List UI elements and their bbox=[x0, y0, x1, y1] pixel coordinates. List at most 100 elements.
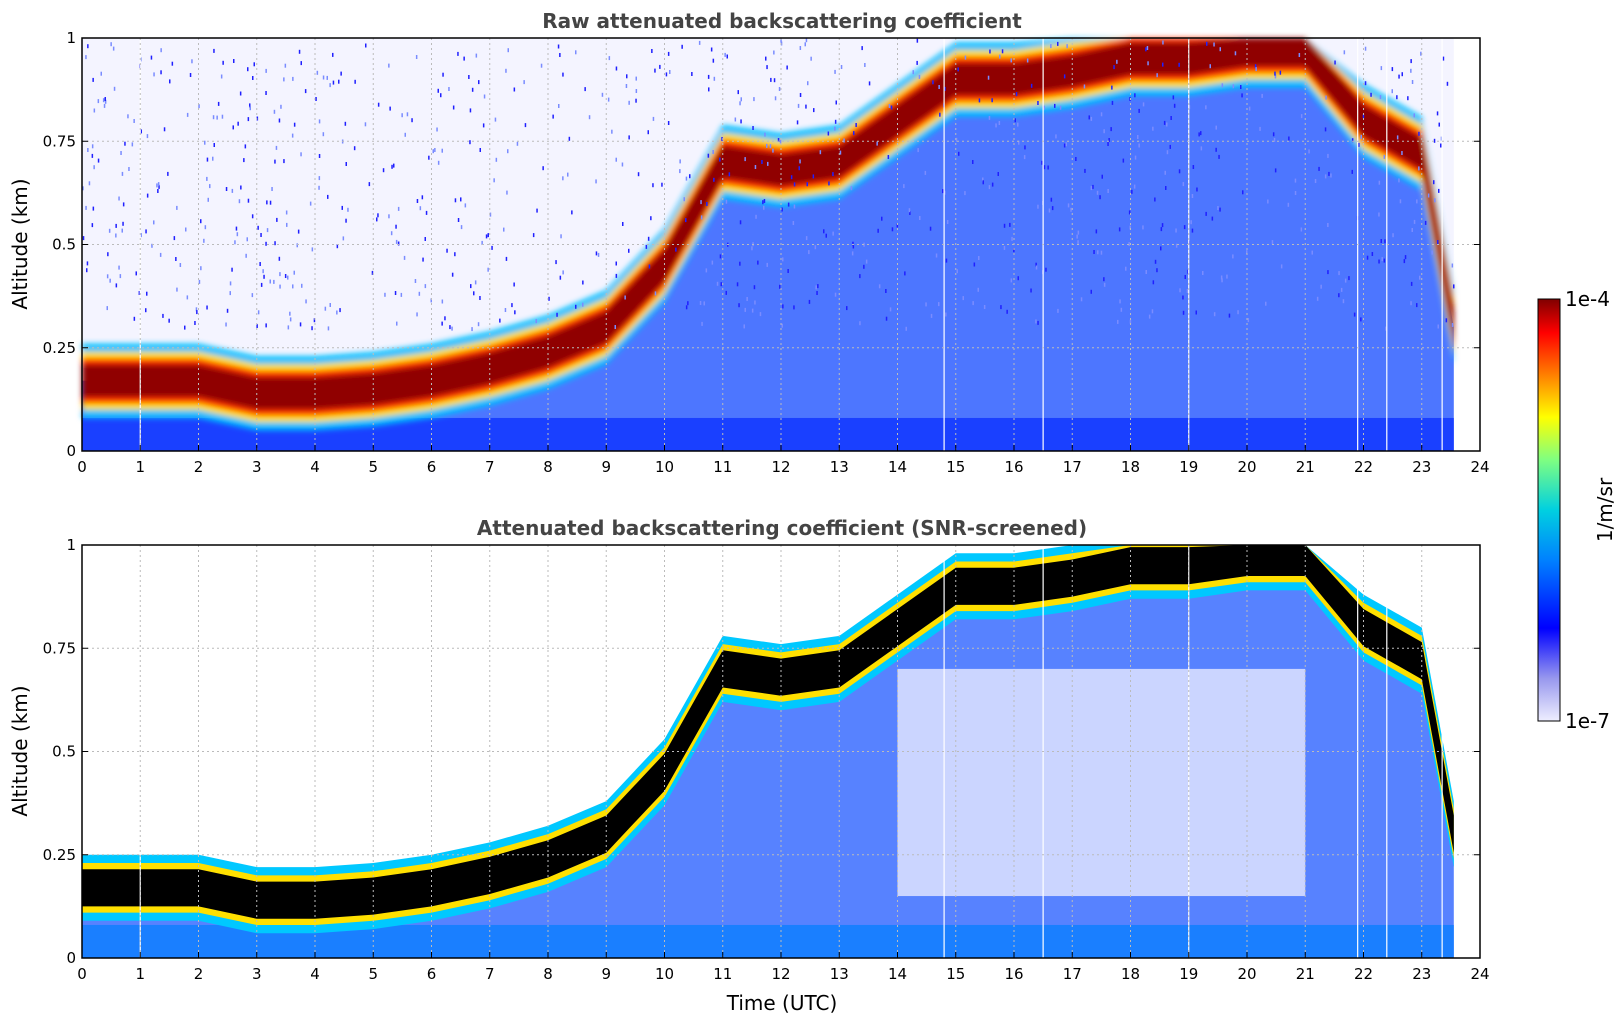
noise-speckle bbox=[1083, 84, 1086, 89]
noise-speckle bbox=[425, 210, 428, 215]
noise-speckle bbox=[1436, 111, 1439, 116]
noise-speckle bbox=[260, 233, 262, 237]
noise-speckle bbox=[194, 321, 196, 325]
noise-speckle bbox=[699, 301, 702, 305]
noise-speckle bbox=[744, 157, 746, 162]
noise-speckle bbox=[115, 283, 118, 288]
noise-speckle bbox=[799, 93, 802, 97]
noise-speckle bbox=[725, 199, 728, 204]
y-tick-label: 0 bbox=[66, 442, 76, 460]
noise-speckle bbox=[128, 167, 130, 171]
noise-speckle bbox=[753, 285, 756, 290]
noise-speckle bbox=[562, 270, 564, 275]
noise-speckle bbox=[1026, 58, 1029, 63]
noise-speckle bbox=[93, 165, 95, 170]
noise-speckle bbox=[1324, 174, 1327, 179]
noise-speckle bbox=[1173, 103, 1176, 108]
noise-speckle bbox=[441, 148, 443, 153]
noise-speckle bbox=[318, 176, 321, 181]
noise-speckle bbox=[1001, 49, 1004, 54]
noise-speckle bbox=[1218, 154, 1220, 159]
noise-speckle bbox=[708, 87, 710, 92]
noise-speckle bbox=[700, 200, 702, 205]
noise-speckle bbox=[212, 115, 215, 120]
snr-screened-heatmap bbox=[82, 545, 1454, 958]
noise-speckle bbox=[1314, 179, 1317, 183]
noise-speckle bbox=[249, 103, 251, 108]
noise-speckle bbox=[1090, 116, 1093, 121]
noise-speckle bbox=[739, 261, 741, 266]
noise-speckle bbox=[1381, 257, 1383, 262]
noise-speckle bbox=[652, 116, 655, 121]
noise-speckle bbox=[1327, 153, 1329, 158]
noise-speckle bbox=[240, 185, 242, 190]
noise-speckle bbox=[721, 137, 723, 141]
noise-speckle bbox=[1416, 199, 1418, 204]
noise-speckle bbox=[247, 198, 250, 203]
noise-speckle bbox=[513, 87, 516, 92]
noise-speckle bbox=[1175, 243, 1178, 248]
noise-speckle bbox=[1103, 282, 1106, 287]
noise-speckle bbox=[1035, 262, 1037, 267]
noise-speckle bbox=[635, 98, 637, 103]
noise-speckle bbox=[133, 119, 135, 123]
x-tick-label: 4 bbox=[310, 965, 320, 983]
noise-speckle bbox=[239, 91, 242, 96]
x-tick-label: 14 bbox=[888, 965, 907, 983]
noise-speckle bbox=[274, 159, 276, 164]
noise-speckle bbox=[1195, 310, 1197, 315]
noise-speckle bbox=[1059, 105, 1062, 110]
noise-speckle bbox=[1122, 158, 1125, 163]
noise-speckle bbox=[340, 71, 342, 76]
noise-speckle bbox=[195, 307, 198, 312]
noise-speckle bbox=[1410, 68, 1412, 73]
noise-speckle bbox=[1272, 132, 1275, 137]
noise-speckle bbox=[244, 144, 247, 149]
x-tick-label: 19 bbox=[1179, 458, 1198, 476]
noise-speckle bbox=[1440, 136, 1443, 141]
noise-speckle bbox=[851, 251, 854, 256]
x-axis-ticks: 0 1 2 3 4 5 6 7 8 9 10 11 12 13 14 15 16 17 18 19 20 21 22 23 24 bbox=[77, 445, 1490, 476]
noise-speckle bbox=[505, 256, 508, 261]
noise-speckle bbox=[122, 221, 124, 226]
noise-speckle bbox=[944, 190, 946, 195]
grid-lines bbox=[82, 545, 1480, 958]
noise-speckle bbox=[389, 106, 391, 111]
noise-speckle bbox=[1407, 96, 1409, 101]
noise-speckle bbox=[793, 182, 796, 187]
noise-speckle bbox=[1221, 278, 1223, 283]
noise-speckle bbox=[368, 182, 371, 187]
noise-speckle bbox=[1316, 296, 1319, 301]
noise-speckle bbox=[799, 46, 802, 50]
noise-speckle bbox=[1066, 44, 1068, 49]
noise-speckle bbox=[1137, 135, 1139, 139]
noise-speckle bbox=[457, 218, 460, 222]
noise-speckle bbox=[243, 158, 245, 163]
noise-speckle bbox=[1383, 154, 1386, 159]
noise-speckle bbox=[432, 149, 434, 154]
noise-speckle bbox=[97, 99, 100, 104]
noise-speckle bbox=[863, 264, 865, 269]
x-axis-label: Time (UTC) bbox=[726, 991, 838, 1015]
noise-speckle bbox=[719, 157, 721, 162]
noise-speckle bbox=[487, 267, 489, 272]
noise-speckle bbox=[1192, 165, 1195, 169]
noise-speckle bbox=[473, 291, 475, 296]
noise-speckle bbox=[654, 68, 656, 73]
noise-speckle bbox=[1165, 186, 1167, 190]
x-tick-label: 17 bbox=[1063, 965, 1082, 983]
noise-speckle bbox=[1398, 74, 1400, 79]
noise-speckle bbox=[1366, 255, 1369, 260]
noise-speckle bbox=[808, 299, 811, 304]
noise-speckle bbox=[477, 322, 480, 327]
noise-speckle bbox=[964, 191, 966, 196]
noise-speckle bbox=[571, 210, 573, 215]
noise-speckle bbox=[1119, 299, 1121, 304]
noise-speckle bbox=[1232, 84, 1235, 89]
x-tick-label: 9 bbox=[601, 458, 611, 476]
noise-speckle bbox=[1156, 73, 1158, 78]
noise-speckle bbox=[675, 247, 677, 252]
noise-speckle bbox=[813, 108, 815, 113]
noise-speckle bbox=[779, 139, 782, 144]
